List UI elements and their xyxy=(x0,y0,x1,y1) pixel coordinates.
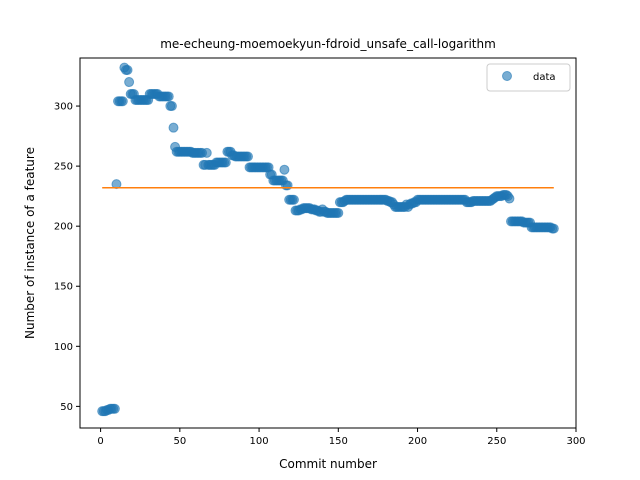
data-point xyxy=(168,122,179,133)
y-axis-label: Number of instance of a feature xyxy=(23,147,37,339)
y-tick-label: 300 xyxy=(54,102,73,113)
legend-label: data xyxy=(533,72,556,83)
data-point xyxy=(279,164,290,175)
data-marks xyxy=(97,62,559,417)
data-point xyxy=(117,96,128,107)
x-tick-label: 200 xyxy=(408,436,427,447)
legend-frame xyxy=(486,63,571,92)
x-tick-label: 250 xyxy=(487,436,506,447)
data-point xyxy=(220,157,231,168)
axes-frame xyxy=(79,57,577,429)
legend-marker xyxy=(502,71,512,81)
legend: data xyxy=(486,63,571,92)
x-axis-label: Commit number xyxy=(279,457,377,471)
data-point xyxy=(163,91,174,102)
y-tick-label: 250 xyxy=(54,162,73,173)
data-point xyxy=(288,194,299,205)
x-tick-label: 0 xyxy=(97,436,103,447)
y-tick-label: 200 xyxy=(54,222,73,233)
chart-title: me-echeung-moemoekyun-fdroid_unsafe_call… xyxy=(160,37,496,51)
data-point xyxy=(124,77,135,88)
y-tick-label: 50 xyxy=(60,402,73,413)
data-point xyxy=(548,223,559,234)
x-tick-label: 300 xyxy=(566,436,585,447)
x-tick-label: 100 xyxy=(250,436,269,447)
x-tick-label: 150 xyxy=(329,436,348,447)
data-point xyxy=(111,179,122,190)
data-point xyxy=(242,151,253,162)
plot-background xyxy=(80,58,576,428)
axes: 0 50 100 150 200 250 300 50 100 150 200 250 300 xyxy=(54,57,586,447)
data-point xyxy=(504,193,515,204)
data-point xyxy=(166,101,177,112)
data-point xyxy=(109,403,120,414)
y-tick-label: 150 xyxy=(54,282,73,293)
data-point xyxy=(333,207,344,218)
y-tick-label: 100 xyxy=(54,342,73,353)
data-point xyxy=(201,147,212,158)
x-tick-label: 50 xyxy=(173,436,186,447)
plot-area xyxy=(80,58,576,428)
data-point xyxy=(122,65,133,76)
